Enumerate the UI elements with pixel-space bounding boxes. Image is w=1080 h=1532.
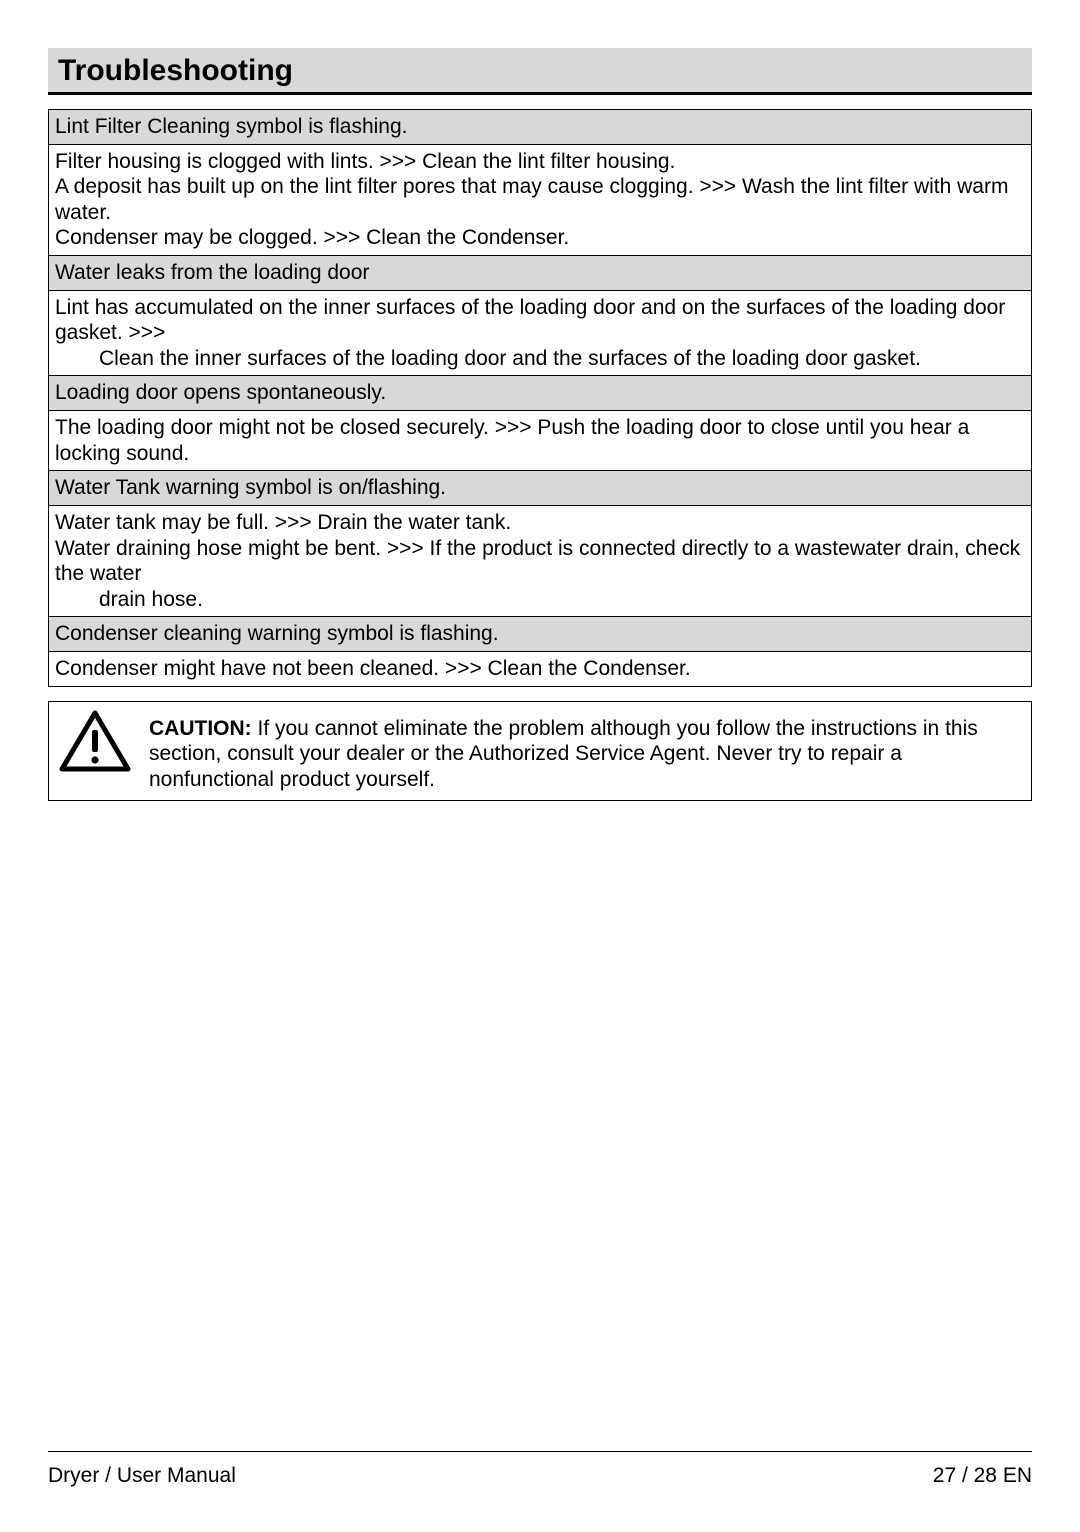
- footer-right: 27 / 28 EN: [933, 1464, 1032, 1488]
- section-title-bar: Troubleshooting: [48, 48, 1032, 95]
- warning-icon: [59, 710, 131, 772]
- solution-cell: Condenser might have not been cleaned. >…: [49, 651, 1032, 686]
- troubleshooting-table: Lint Filter Cleaning symbol is flashing.…: [48, 109, 1032, 687]
- symptom-cell: Water Tank warning symbol is on/flashing…: [49, 471, 1032, 506]
- caution-label: CAUTION:: [149, 717, 252, 740]
- section-title: Troubleshooting: [58, 54, 1022, 88]
- symptom-cell: Water leaks from the loading door: [49, 256, 1032, 291]
- caution-text: CAUTION: If you cannot eliminate the pro…: [149, 710, 1021, 793]
- solution-cell: Lint has accumulated on the inner surfac…: [49, 290, 1032, 376]
- solution-line-cont: drain hose.: [55, 587, 1025, 613]
- page-footer: Dryer / User Manual 27 / 28 EN: [48, 1451, 1032, 1488]
- solution-line: A deposit has built up on the lint filte…: [55, 174, 1025, 225]
- solution-cell: The loading door might not be closed sec…: [49, 411, 1032, 471]
- solution-line: Lint has accumulated on the inner surfac…: [55, 295, 1025, 346]
- symptom-cell: Loading door opens spontaneously.: [49, 376, 1032, 411]
- caution-box: CAUTION: If you cannot eliminate the pro…: [48, 701, 1032, 802]
- page: Troubleshooting Lint Filter Cleaning sym…: [0, 0, 1080, 1532]
- solution-line: Filter housing is clogged with lints. >>…: [55, 149, 1025, 175]
- solution-line: Condenser may be clogged. >>> Clean the …: [55, 225, 1025, 251]
- solution-cell: Water tank may be full. >>> Drain the wa…: [49, 505, 1032, 616]
- solution-cell: Filter housing is clogged with lints. >>…: [49, 144, 1032, 255]
- solution-line: Water tank may be full. >>> Drain the wa…: [55, 510, 1025, 536]
- symptom-cell: Condenser cleaning warning symbol is fla…: [49, 617, 1032, 652]
- symptom-cell: Lint Filter Cleaning symbol is flashing.: [49, 110, 1032, 145]
- footer-left: Dryer / User Manual: [48, 1464, 236, 1488]
- solution-line-cont: Clean the inner surfaces of the loading …: [55, 346, 1025, 372]
- caution-body: If you cannot eliminate the problem alth…: [149, 717, 978, 791]
- solution-line: The loading door might not be closed sec…: [55, 415, 1025, 466]
- solution-line: Condenser might have not been cleaned. >…: [55, 656, 1025, 682]
- solution-line: Water draining hose might be bent. >>> I…: [55, 536, 1025, 587]
